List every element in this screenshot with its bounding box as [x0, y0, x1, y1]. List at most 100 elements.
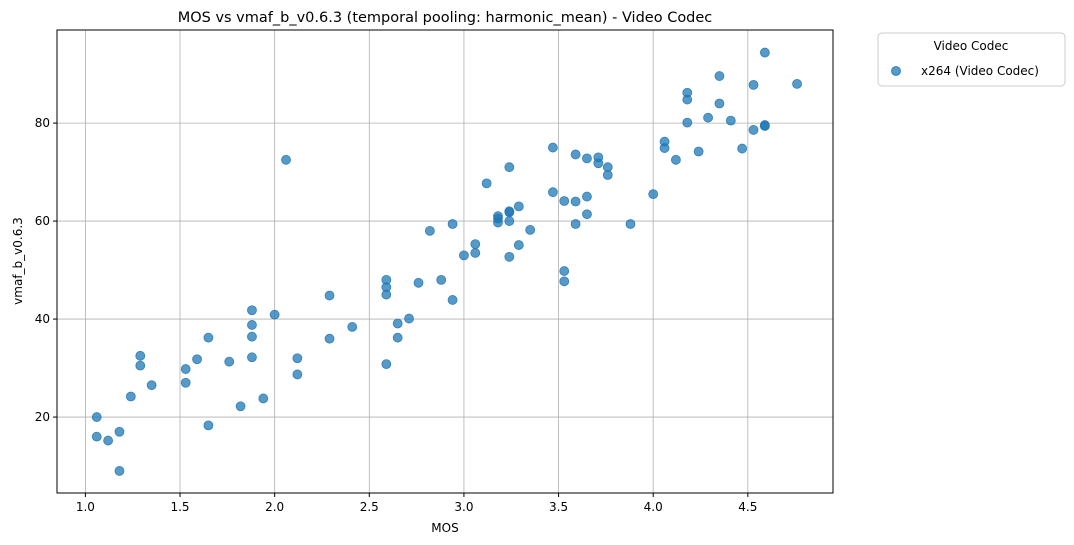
legend-marker-x264 — [891, 66, 901, 76]
data-point — [481, 178, 492, 189]
data-point — [504, 207, 515, 218]
data-point — [203, 332, 214, 343]
legend-label-x264: x264 (Video Codec) — [921, 64, 1039, 78]
data-point — [447, 219, 458, 229]
data-point — [737, 143, 748, 154]
data-point — [513, 240, 524, 250]
data-point — [570, 196, 581, 207]
data-point — [504, 162, 515, 173]
grid-lines — [57, 30, 833, 493]
x-tick-label: 2.5 — [360, 500, 379, 514]
x-tick-label: 4.5 — [738, 500, 757, 514]
data-point — [504, 251, 515, 262]
data-point — [714, 71, 725, 81]
data-point — [203, 420, 214, 431]
legend-box — [877, 32, 1066, 87]
data-point — [269, 309, 280, 320]
data-point — [224, 356, 235, 367]
x-tick-label: 1.5 — [170, 500, 189, 514]
x-tick-label: 3.0 — [454, 500, 473, 514]
data-point — [570, 149, 581, 160]
data-point — [792, 78, 802, 89]
data-point — [192, 354, 202, 365]
data-point — [235, 401, 246, 412]
data-point — [424, 225, 435, 236]
data-point — [648, 189, 659, 200]
data-point — [180, 364, 191, 374]
y-axis-label: vmaf_b_v0.6.3 — [11, 217, 25, 305]
data-point — [725, 115, 736, 126]
y-tick-label: 40 — [35, 312, 50, 326]
data-point — [559, 266, 570, 276]
data-point — [324, 333, 335, 344]
data-point — [703, 112, 713, 123]
data-point — [459, 250, 469, 261]
data-point — [625, 219, 636, 229]
data-point — [504, 216, 515, 226]
data-point — [247, 320, 257, 330]
data-point — [759, 121, 770, 131]
data-point — [513, 201, 524, 212]
chart-title: MOS vs vmaf_b_v0.6.3 (temporal pooling: … — [178, 10, 713, 26]
data-point — [258, 393, 269, 404]
data-point — [714, 98, 725, 109]
legend: Video Codec x264 (Video Codec) — [877, 32, 1066, 87]
data-point — [671, 154, 681, 165]
data-point — [247, 331, 257, 342]
data-point — [381, 289, 392, 300]
data-point — [547, 142, 558, 153]
data-point — [392, 332, 403, 343]
data-point — [759, 47, 770, 58]
data-point — [682, 117, 693, 128]
plot-frame — [56, 29, 834, 494]
data-point — [146, 380, 157, 391]
x-tick-label: 2.0 — [265, 500, 284, 514]
data-points — [91, 47, 802, 476]
data-point — [281, 154, 291, 165]
data-point — [559, 276, 570, 287]
data-point — [91, 431, 102, 442]
data-point — [392, 318, 403, 329]
data-point — [748, 79, 759, 90]
data-point — [748, 125, 759, 135]
data-point — [247, 305, 257, 316]
data-point — [682, 94, 693, 105]
y-tick-label: 60 — [35, 214, 50, 228]
data-point — [525, 224, 536, 235]
data-point — [324, 290, 335, 301]
x-axis-ticks: 1.0 1.5 2.0 2.5 3.0 3.5 4.0 4.5 — [76, 493, 757, 514]
data-point — [347, 322, 358, 332]
data-point — [602, 170, 613, 180]
data-point — [247, 352, 257, 363]
data-point — [135, 350, 146, 361]
data-point — [114, 426, 125, 437]
data-point — [593, 158, 604, 169]
data-point — [582, 209, 592, 220]
data-point — [125, 391, 136, 402]
data-point — [493, 217, 503, 228]
data-point — [447, 295, 458, 305]
x-axis-label: MOS — [431, 521, 458, 535]
data-point — [180, 377, 191, 388]
y-tick-label: 20 — [35, 410, 50, 424]
data-point — [135, 360, 146, 371]
y-axis-ticks: 20 40 60 80 — [35, 116, 57, 424]
data-point — [413, 277, 424, 288]
data-point — [381, 359, 392, 370]
data-point — [693, 146, 704, 157]
data-point — [292, 369, 303, 380]
x-tick-label: 3.5 — [549, 500, 568, 514]
x-tick-label: 1.0 — [76, 500, 95, 514]
data-point — [103, 435, 114, 446]
data-point — [559, 196, 570, 206]
data-point — [436, 274, 447, 285]
data-point — [582, 153, 592, 164]
data-point — [404, 313, 414, 324]
x-tick-label: 4.0 — [644, 500, 663, 514]
data-point — [570, 219, 581, 229]
data-point — [470, 248, 481, 258]
data-point — [91, 412, 102, 422]
data-point — [659, 143, 670, 153]
